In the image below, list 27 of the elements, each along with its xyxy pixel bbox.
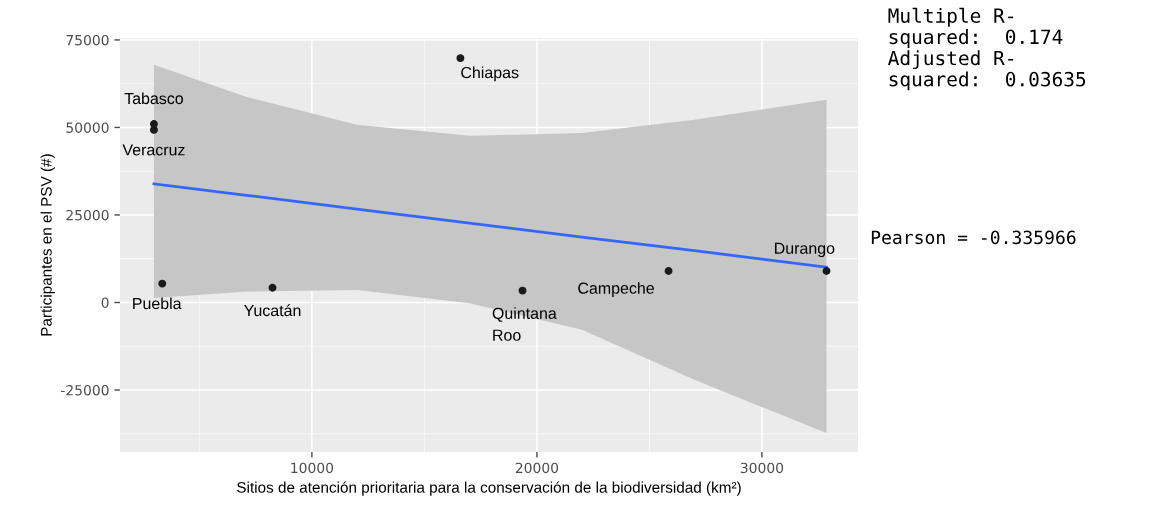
y-tick-label: 50000 <box>66 122 109 133</box>
y-tick-label: 25000 <box>66 209 109 221</box>
point <box>268 283 277 292</box>
annotation: Veracruz <box>122 144 185 156</box>
point <box>822 267 831 275</box>
point <box>456 54 465 63</box>
text: Pearson = -0.335966 <box>871 230 1076 245</box>
annotation: Puebla <box>133 297 182 310</box>
x-tick-label: 20000 <box>515 462 559 474</box>
y-tick-label: 0 <box>101 297 109 308</box>
point <box>664 267 673 275</box>
annotation: Quintana Roo <box>492 307 557 341</box>
annotation: Durango <box>775 242 835 258</box>
annotation: Campeche <box>578 282 654 297</box>
y-tick-label: 75000 <box>66 34 109 46</box>
point <box>158 279 167 288</box>
y-tick-label: -25000 <box>61 384 109 396</box>
annotation: Yucatán <box>244 304 301 317</box>
x-tick-label: 30000 <box>740 462 784 474</box>
annotation: Tabasco <box>124 92 184 105</box>
point <box>149 119 158 128</box>
point <box>518 286 527 295</box>
x-axis-title: Sitios de atención prioritaria para la conservación de la biodiversidad (km²) <box>237 481 741 496</box>
y-axis-title: Participantes en el PSV (#) <box>40 154 55 336</box>
text: Multiple R- squared: 0.174 Adjusted R- squared: 0.03635 <box>888 7 1086 91</box>
x-tick-label: 10000 <box>291 462 334 474</box>
annotation: Chiapas <box>461 66 519 82</box>
